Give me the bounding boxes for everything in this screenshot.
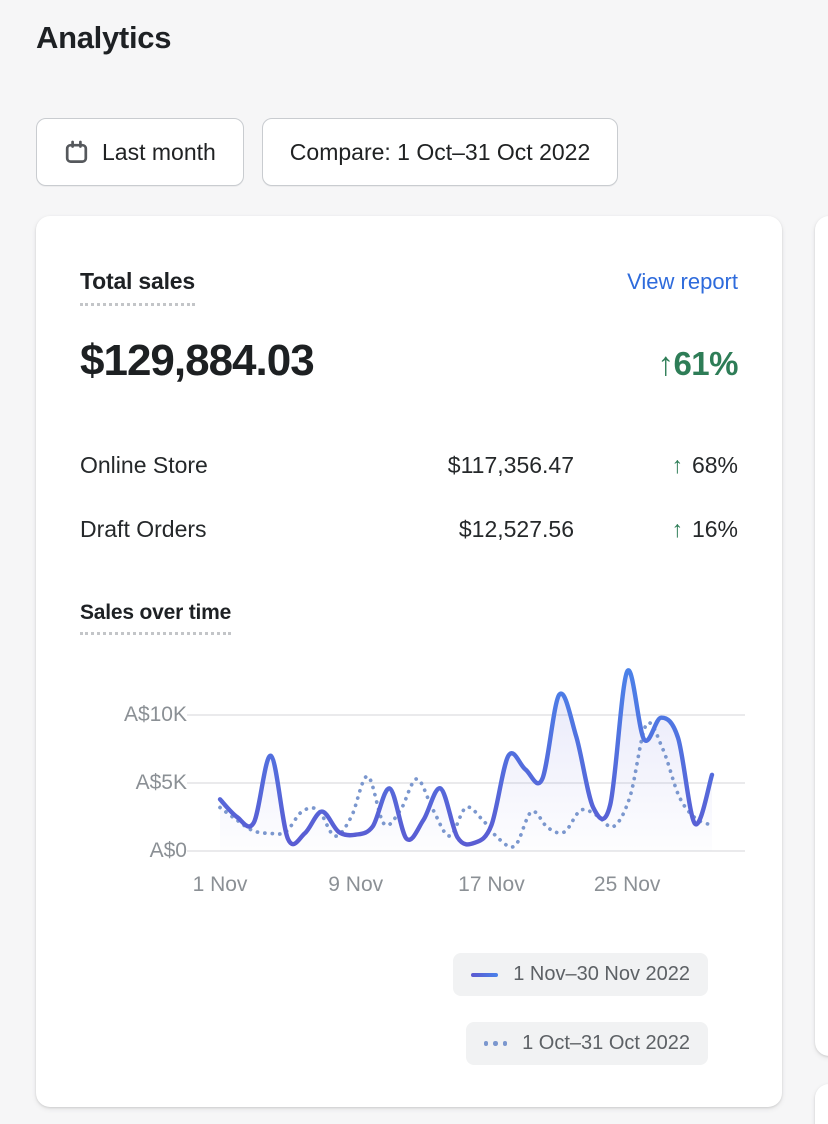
- y-axis-label: A$10K: [75, 701, 187, 729]
- y-axis-label: A$5K: [75, 769, 187, 797]
- toolbar: Last month Compare: 1 Oct–31 Oct 2022: [36, 118, 619, 186]
- total-change-badge: ↑61%: [657, 345, 738, 383]
- total-sales-value: $129,884.03: [80, 336, 315, 385]
- breakdown-row-online-store: Online Store $117,356.47 ↑ 68%: [80, 452, 738, 479]
- legend-label: 1 Nov–30 Nov 2022: [513, 963, 690, 985]
- date-range-label: Last month: [102, 138, 216, 165]
- legend-item-compare-period[interactable]: 1 Oct–31 Oct 2022: [465, 1022, 708, 1065]
- chart-title[interactable]: Sales over time: [80, 601, 231, 635]
- card-header: Total sales View report: [80, 268, 738, 306]
- page-title: Analytics: [36, 20, 172, 55]
- date-range-button[interactable]: Last month: [36, 118, 244, 186]
- channel-change-value: 68%: [691, 452, 738, 478]
- sales-over-time-chart[interactable]: A$10K A$5K A$0 1 Nov 9 Nov 17 Nov 25 Nov: [75, 661, 745, 909]
- channel-change: ↑ 16%: [574, 516, 738, 543]
- chart-legend: 1 Nov–30 Nov 2022 1 Oct–31 Oct 2022: [80, 953, 708, 1065]
- x-axis-label: 1 Nov: [192, 873, 248, 896]
- breakdown-row-draft-orders: Draft Orders $12,527.56 ↑ 16%: [80, 516, 738, 543]
- total-sales-card: Total sales View report $129,884.03 ↑61%…: [36, 216, 782, 1107]
- x-axis-label: 25 Nov: [593, 873, 661, 896]
- channel-value: $12,527.56: [458, 516, 574, 542]
- adjacent-card-partial: [815, 216, 828, 1056]
- compare-label: Compare: 1 Oct–31 Oct 2022: [289, 138, 591, 165]
- up-arrow-icon: ↑: [671, 516, 683, 542]
- channel-label: Draft Orders: [80, 516, 207, 542]
- channel-value: $117,356.47: [447, 452, 574, 478]
- adjacent-card-partial: [815, 1084, 828, 1124]
- channel-change-value: 16%: [691, 516, 738, 542]
- view-report-link[interactable]: View report: [627, 269, 738, 294]
- compare-button[interactable]: Compare: 1 Oct–31 Oct 2022: [261, 118, 619, 186]
- chart-canvas[interactable]: [75, 661, 745, 866]
- dotted-line-swatch: [483, 1041, 508, 1046]
- up-arrow-icon: ↑: [657, 345, 674, 382]
- metric-title[interactable]: Total sales: [80, 268, 195, 306]
- total-change-value: 61%: [673, 345, 738, 382]
- solid-line-swatch: [471, 972, 499, 977]
- current-period-line[interactable]: [217, 668, 715, 847]
- x-axis-label: 17 Nov: [458, 873, 525, 896]
- calendar-icon: [64, 140, 89, 165]
- legend-item-current-period[interactable]: 1 Nov–30 Nov 2022: [453, 953, 708, 996]
- y-axis-label: A$0: [75, 837, 187, 865]
- up-arrow-icon: ↑: [671, 452, 683, 478]
- sales-breakdown: Online Store $117,356.47 ↑ 68% Draft Orde…: [80, 452, 738, 543]
- amount-row: $129,884.03 ↑61%: [80, 336, 738, 386]
- series-area-fill: [220, 670, 712, 851]
- x-axis-label: 9 Nov: [328, 873, 384, 896]
- channel-change: ↑ 68%: [574, 452, 738, 479]
- channel-label: Online Store: [80, 452, 208, 478]
- legend-label: 1 Oct–31 Oct 2022: [522, 1032, 690, 1054]
